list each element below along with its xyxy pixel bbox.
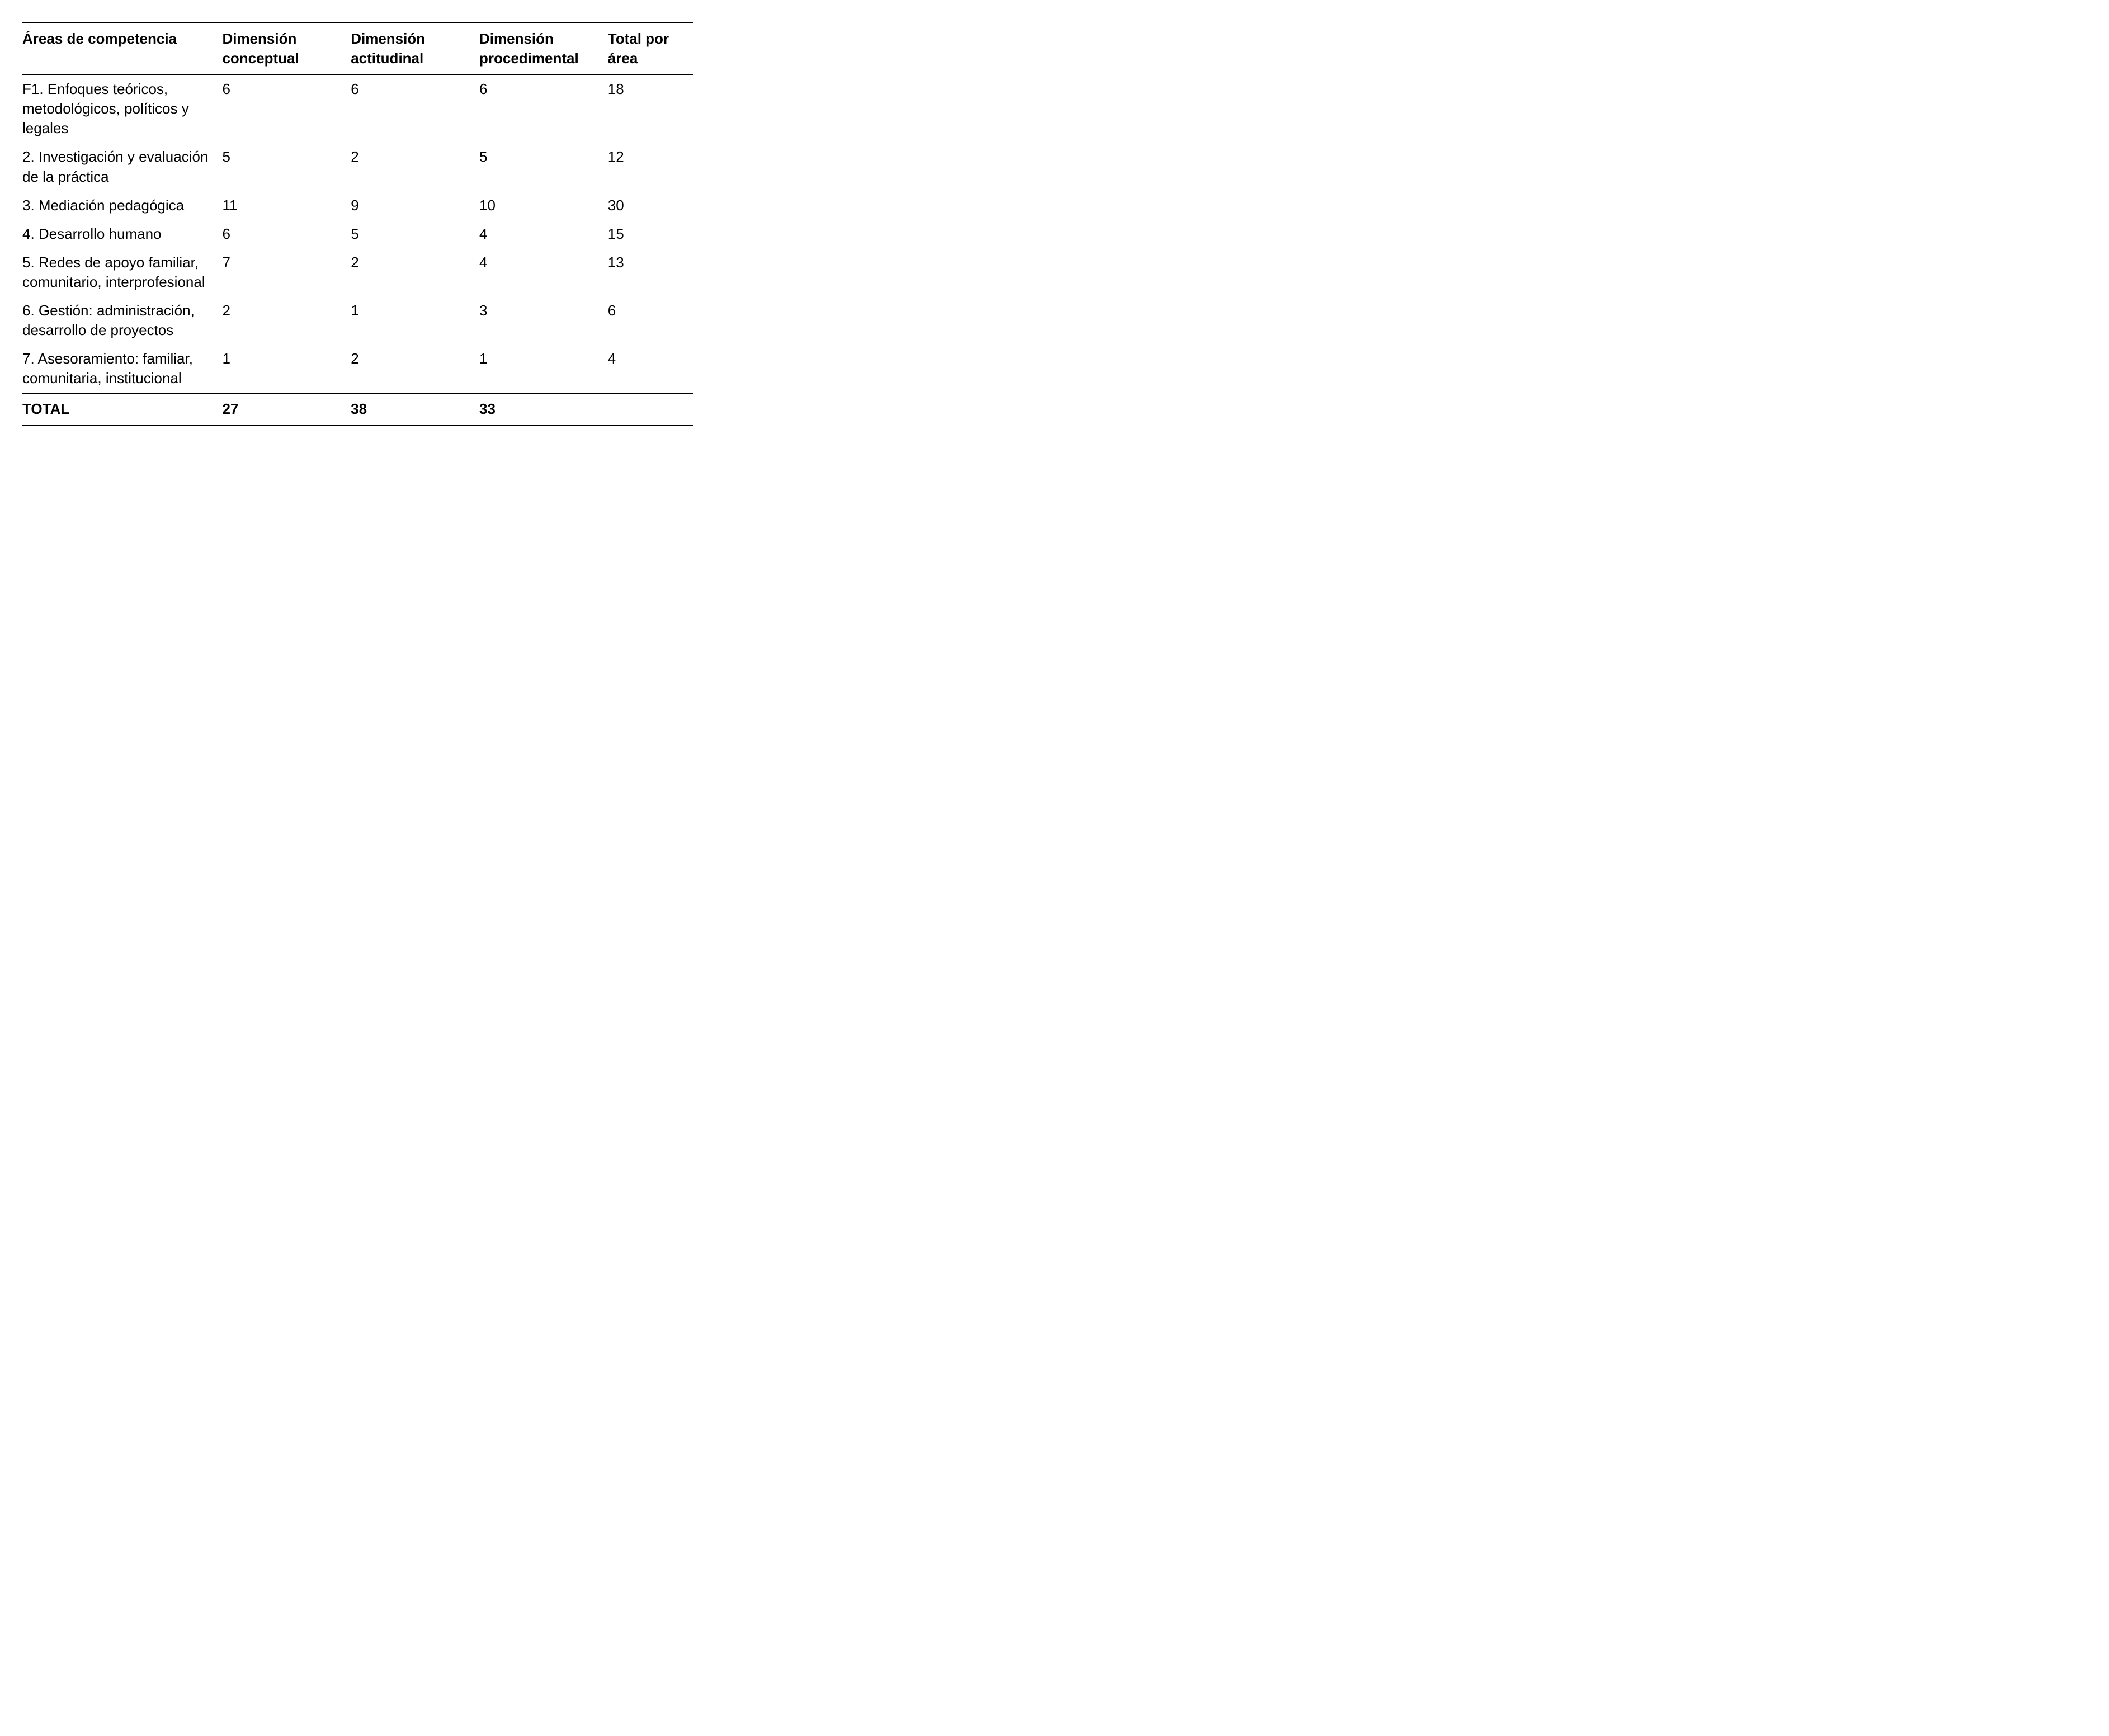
table-footer-row: TOTAL 27 38 33 (22, 393, 693, 425)
cell-total: 13 (608, 248, 693, 296)
cell-actitudinal: 9 (351, 191, 479, 220)
cell-conceptual: 6 (222, 220, 351, 248)
cell-area: 5. Redes de apoyo familiar, comunitario,… (22, 248, 222, 296)
table-row: 6. Gestión: administración, desarrollo d… (22, 296, 693, 345)
cell-actitudinal: 2 (351, 345, 479, 393)
footer-procedimental: 33 (479, 393, 608, 425)
cell-actitudinal: 2 (351, 248, 479, 296)
cell-procedimental: 6 (479, 74, 608, 143)
cell-procedimental: 1 (479, 345, 608, 393)
cell-area: 3. Mediación pedagógica (22, 191, 222, 220)
cell-conceptual: 11 (222, 191, 351, 220)
cell-procedimental: 3 (479, 296, 608, 345)
table-row: 2. Investigación y evaluación de la prác… (22, 143, 693, 191)
cell-area: 6. Gestión: administración, desarrollo d… (22, 296, 222, 345)
table-row: 3. Mediación pedagógica 11 9 10 30 (22, 191, 693, 220)
footer-conceptual: 27 (222, 393, 351, 425)
cell-total: 15 (608, 220, 693, 248)
cell-conceptual: 7 (222, 248, 351, 296)
cell-actitudinal: 6 (351, 74, 479, 143)
cell-total: 6 (608, 296, 693, 345)
cell-area: 7. Asesoramiento: familiar, comunitaria,… (22, 345, 222, 393)
footer-total (608, 393, 693, 425)
table-row: 4. Desarrollo humano 6 5 4 15 (22, 220, 693, 248)
table-row: 5. Redes de apoyo familiar, comunitario,… (22, 248, 693, 296)
table-header-row: Áreas de competencia Dimensión conceptua… (22, 23, 693, 74)
cell-procedimental: 10 (479, 191, 608, 220)
header-total: Total por área (608, 23, 693, 74)
cell-conceptual: 2 (222, 296, 351, 345)
cell-area: 2. Investigación y evaluación de la prác… (22, 143, 222, 191)
cell-actitudinal: 5 (351, 220, 479, 248)
cell-total: 4 (608, 345, 693, 393)
competencias-table: Áreas de competencia Dimensión conceptua… (22, 22, 693, 426)
cell-actitudinal: 1 (351, 296, 479, 345)
cell-area: F1. Enfoques teóricos, metodológicos, po… (22, 74, 222, 143)
footer-actitudinal: 38 (351, 393, 479, 425)
cell-actitudinal: 2 (351, 143, 479, 191)
cell-procedimental: 4 (479, 220, 608, 248)
table-row: 7. Asesoramiento: familiar, comunitaria,… (22, 345, 693, 393)
header-actitudinal: Dimensión actitudinal (351, 23, 479, 74)
cell-total: 18 (608, 74, 693, 143)
header-area: Áreas de competencia (22, 23, 222, 74)
footer-label: TOTAL (22, 393, 222, 425)
cell-conceptual: 5 (222, 143, 351, 191)
cell-total: 12 (608, 143, 693, 191)
cell-area: 4. Desarrollo humano (22, 220, 222, 248)
table-row: F1. Enfoques teóricos, metodológicos, po… (22, 74, 693, 143)
cell-procedimental: 5 (479, 143, 608, 191)
header-procedimental: Dimensión procedimental (479, 23, 608, 74)
header-conceptual: Dimensión conceptual (222, 23, 351, 74)
cell-conceptual: 6 (222, 74, 351, 143)
cell-total: 30 (608, 191, 693, 220)
cell-conceptual: 1 (222, 345, 351, 393)
cell-procedimental: 4 (479, 248, 608, 296)
